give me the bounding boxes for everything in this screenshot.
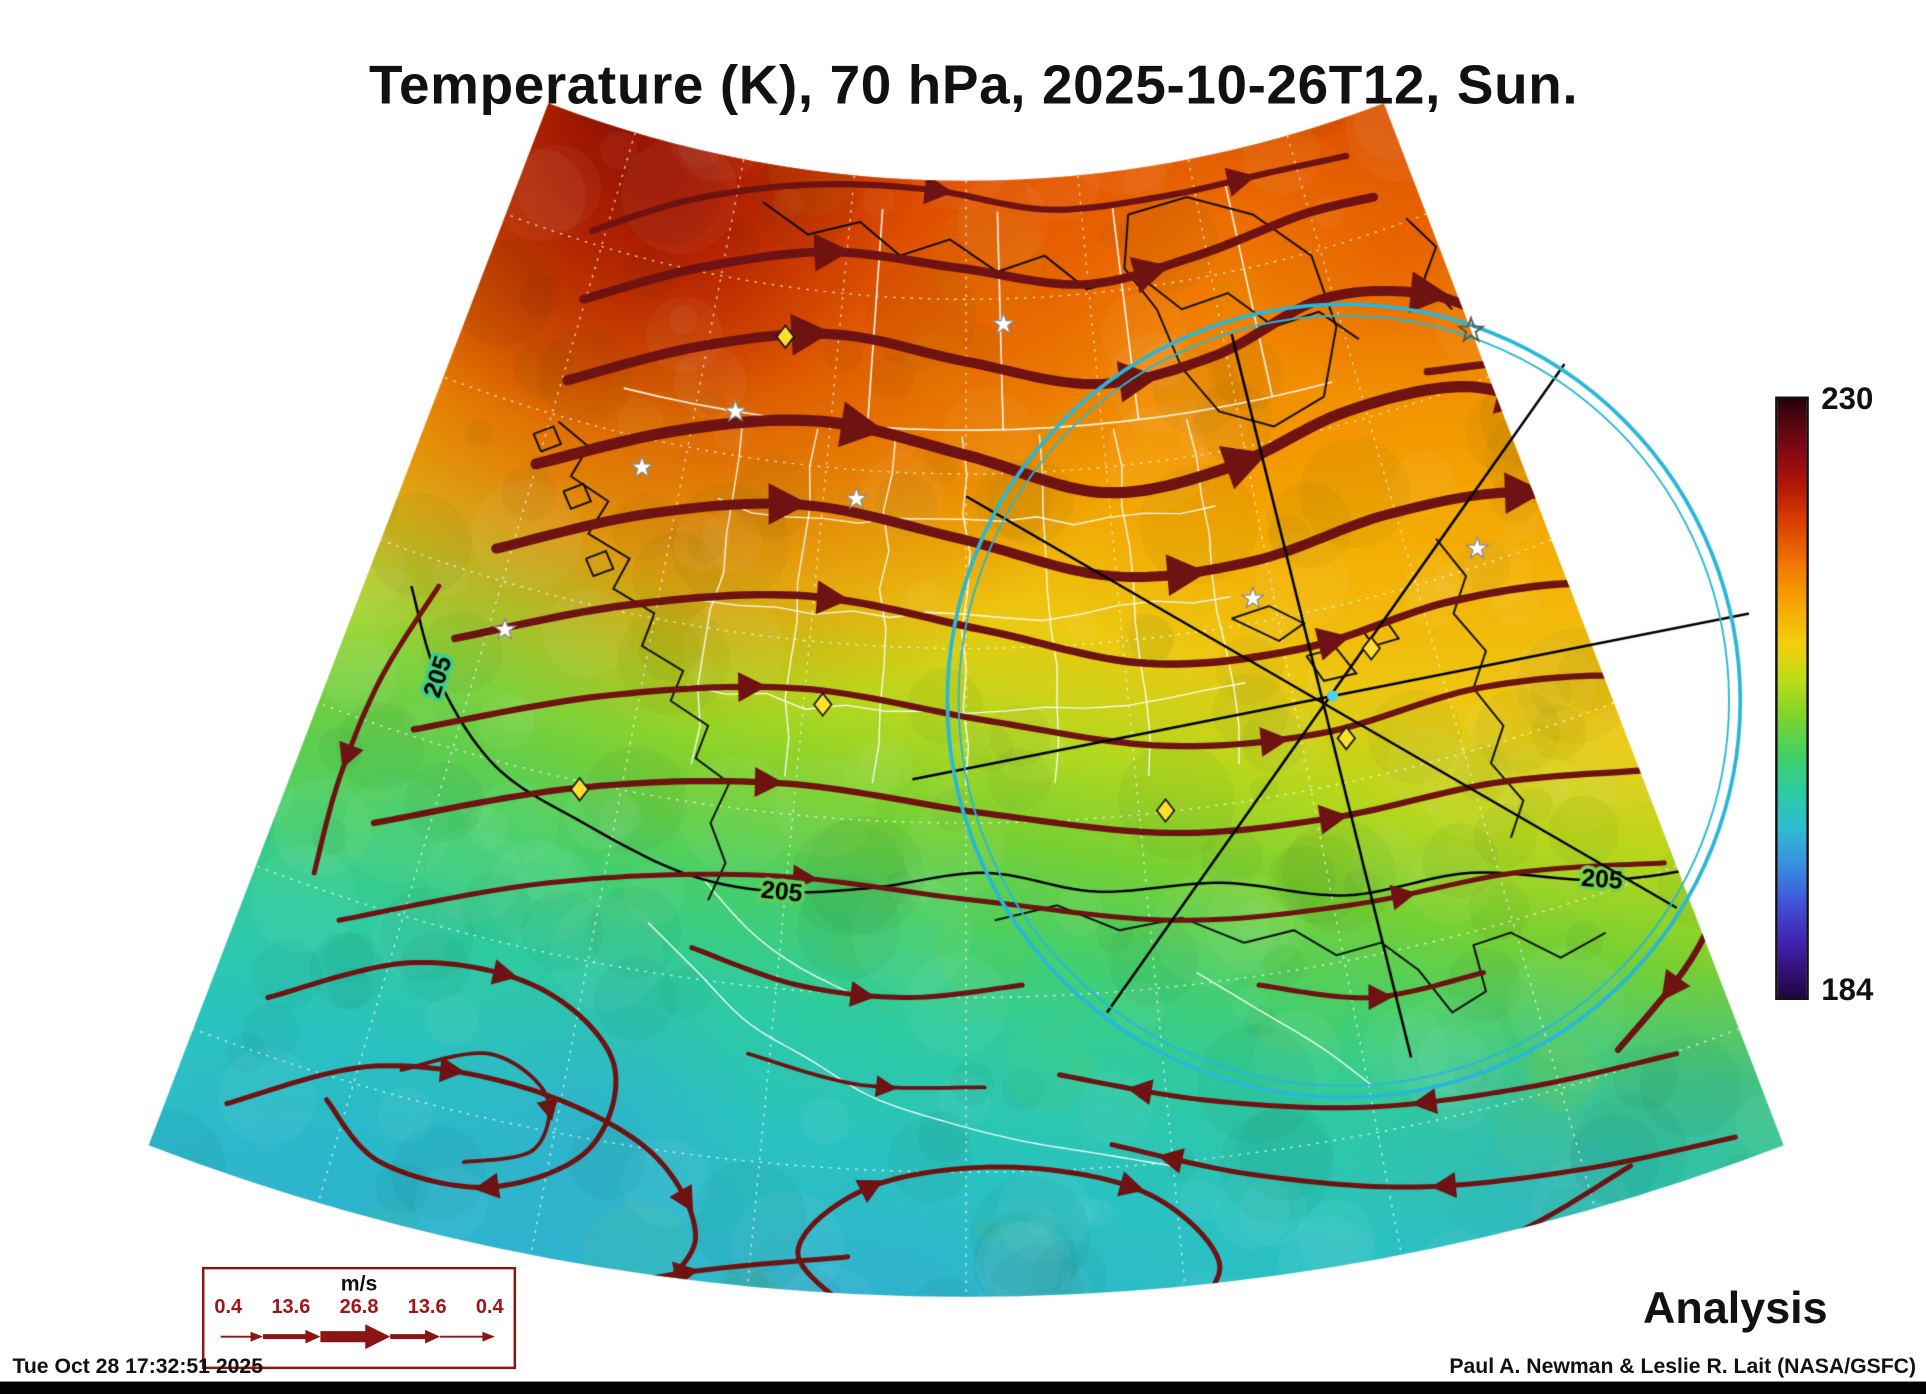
colorbar-max-label: 230 — [1821, 381, 1874, 417]
legend-tick-labels: 0.4 13.6 26.8 13.6 0.4 — [204, 1297, 513, 1319]
colorbar-min-label: 184 — [1821, 972, 1874, 1008]
wind-speed-legend: m/s 0.4 13.6 26.8 13.6 0.4 — [201, 1266, 517, 1370]
footer-credit: Paul A. Newman & Leslie R. Lait (NASA/GS… — [1449, 1354, 1917, 1378]
footer-timestamp: Tue Oct 28 17:32:51 2025 — [12, 1354, 264, 1378]
page-title: Temperature (K), 70 hPa, 2025-10-26T12, … — [368, 54, 1579, 116]
legend-tick-label: 13.6 — [271, 1296, 311, 1318]
bottom-bar — [0, 1381, 1926, 1394]
legend-tick-label: 0.4 — [214, 1296, 243, 1318]
analysis-label: Analysis — [1643, 1281, 1828, 1333]
colorbar-gradient — [1775, 396, 1809, 1001]
legend-tick-label: 26.8 — [339, 1296, 379, 1318]
wind-scale-arrow — [220, 1324, 495, 1350]
legend-tick-label: 0.4 — [475, 1296, 504, 1318]
legend-tick-label: 13.6 — [407, 1296, 447, 1318]
legend-units-label: m/s — [340, 1271, 378, 1296]
